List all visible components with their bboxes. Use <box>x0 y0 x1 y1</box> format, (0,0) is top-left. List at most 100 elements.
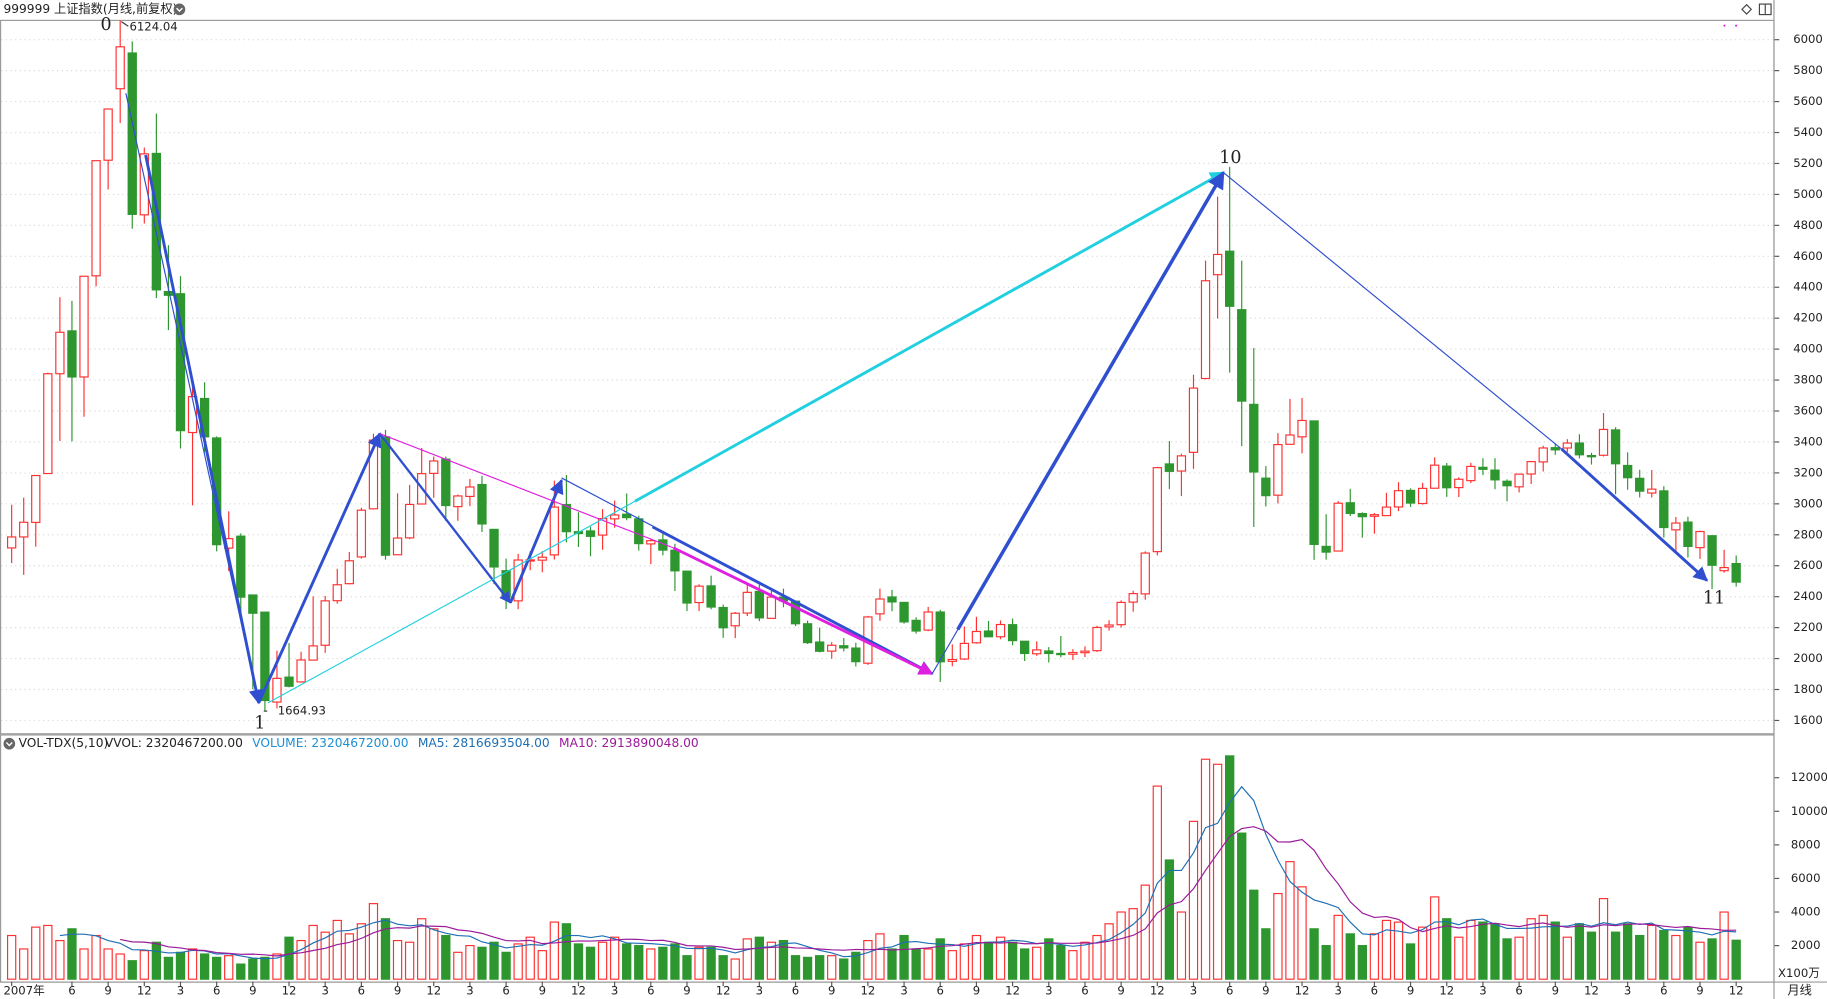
volume-bar <box>1610 931 1621 980</box>
candle-body <box>1635 477 1645 492</box>
volume-bar <box>1128 908 1138 980</box>
trend-line <box>267 500 636 704</box>
candle-body <box>489 528 499 568</box>
volume-bar <box>1502 938 1512 980</box>
volume-bar <box>730 958 740 980</box>
volume-bar <box>561 923 572 980</box>
x-tick-label: 6 <box>647 983 654 997</box>
candle-body <box>634 518 644 545</box>
volume-bar <box>103 948 113 980</box>
y-tick-label: 5800 <box>1793 63 1823 77</box>
volume-bar <box>1237 832 1247 980</box>
candle-body <box>585 530 596 537</box>
x-tick-label: 12 <box>426 983 441 997</box>
candle-body <box>284 676 294 687</box>
volume-bar <box>1309 928 1319 980</box>
candle-body <box>959 642 970 660</box>
volume-bar <box>380 918 391 980</box>
volume-bar <box>1598 898 1609 980</box>
y-tick-label: 1800 <box>1793 682 1823 696</box>
volume-bar <box>899 934 909 980</box>
volume-bar <box>573 943 584 980</box>
volume-bar <box>646 948 656 980</box>
candle-body <box>1405 489 1416 504</box>
volume-bar <box>175 951 186 980</box>
candle-body <box>308 645 318 661</box>
candle-body <box>1200 280 1211 380</box>
volume-bar <box>1381 919 1392 980</box>
candle-body <box>477 483 487 525</box>
candle-body <box>1442 465 1452 489</box>
y-tick-label: 3600 <box>1793 404 1823 418</box>
menu-icon[interactable] <box>173 3 186 16</box>
candle-body <box>43 373 53 475</box>
volume-bar <box>1140 884 1150 980</box>
candle-body <box>1538 447 1548 463</box>
x-tick-label: 3 <box>177 983 184 997</box>
candle-body <box>344 560 354 585</box>
x-tick-label: 12 <box>1439 983 1454 997</box>
volume-bar <box>585 946 596 980</box>
volume-bar <box>260 956 270 980</box>
candle-body <box>1249 403 1259 473</box>
volume-bar <box>1659 929 1669 980</box>
candle-body <box>187 396 198 434</box>
y-tick-label: 4600 <box>1793 249 1823 263</box>
x-tick-label: 9 <box>1407 983 1414 997</box>
x-tick-label: 6 <box>502 983 509 997</box>
wave-label: 0 <box>100 15 111 35</box>
candle-body <box>1273 444 1283 496</box>
x-tick-label: 6 <box>792 983 799 997</box>
candle-body <box>1454 478 1464 489</box>
volume-bar <box>272 953 282 980</box>
volume-bar <box>1442 918 1452 980</box>
x-tick-label: 12 <box>1295 983 1310 997</box>
candle-body <box>1044 650 1054 655</box>
candle-body <box>971 630 982 644</box>
y-tick-label: 10000 <box>1791 804 1827 818</box>
volume-bar <box>742 938 752 980</box>
volume-bar <box>320 931 330 980</box>
volume-bar <box>1719 911 1729 980</box>
candle-body <box>1466 465 1476 482</box>
y-tick-label: 2200 <box>1793 620 1823 634</box>
volume-bar <box>404 941 415 980</box>
x-tick-label: 9 <box>1696 983 1703 997</box>
candle-body <box>320 600 330 646</box>
candle-body <box>1526 461 1536 475</box>
volume-bar <box>706 946 716 980</box>
candle-body <box>453 495 463 508</box>
candle-body <box>1478 466 1488 470</box>
x-tick-label: 6 <box>1515 983 1522 997</box>
volume-bar <box>1044 938 1054 980</box>
wave-label: 10 <box>1219 148 1241 168</box>
candle-body <box>1128 593 1138 603</box>
indicator-menu-icon[interactable] <box>3 737 16 750</box>
candle-body <box>1164 463 1175 472</box>
volume-bar <box>827 955 837 980</box>
candle-body <box>887 596 897 603</box>
volume-bar <box>115 953 125 980</box>
x-tick-label: 3 <box>611 983 618 997</box>
candle-body <box>694 585 704 604</box>
volume-bar <box>1707 938 1717 980</box>
candle-body <box>1321 545 1331 553</box>
x-tick-label: 12 <box>571 983 586 997</box>
candle-body <box>718 606 728 629</box>
volume-bar <box>1092 934 1102 980</box>
x-tick-label: 12 <box>1150 983 1165 997</box>
volume-bar <box>1550 921 1560 980</box>
x-tick-label: 3 <box>1335 983 1342 997</box>
candle-body <box>1550 447 1560 451</box>
volume-bar <box>1164 859 1175 980</box>
volume-bar <box>1068 950 1078 980</box>
volume-bar <box>1345 933 1355 980</box>
volume-bar <box>670 943 680 980</box>
volume-bar <box>1249 889 1259 980</box>
volume-bar <box>368 903 379 980</box>
y-tick-label: 5600 <box>1793 94 1823 108</box>
volume-bar <box>224 955 234 980</box>
volume-bar <box>1671 934 1681 980</box>
diamond-icon[interactable] <box>1741 3 1753 15</box>
volume-bar <box>1393 921 1404 980</box>
